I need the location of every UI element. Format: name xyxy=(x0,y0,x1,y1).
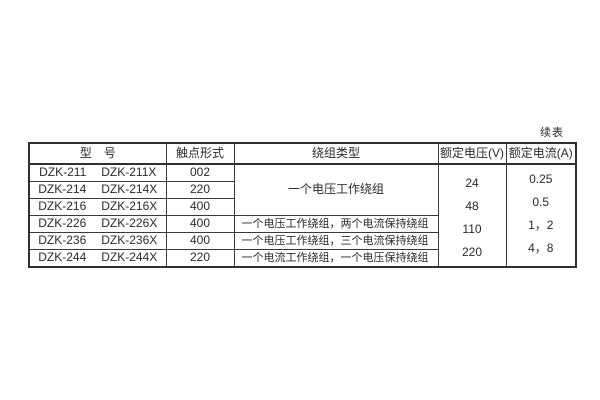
model-base: DZK-214 xyxy=(38,182,87,197)
winding-type-cell: 一个电压工作绕组，两个电流保持绕组 xyxy=(233,215,439,233)
continued-table-label: 续表 xyxy=(540,127,564,139)
header-rated-voltage: 额定电压(V) xyxy=(437,142,507,165)
contact-form-cell: 220 xyxy=(165,249,235,268)
contact-form-cell: 002 xyxy=(165,163,235,182)
model-cell: DZK-211 DZK-211X xyxy=(28,163,167,182)
voltage-value: 220 xyxy=(461,244,483,259)
current-value: 4，8 xyxy=(528,240,554,255)
model-cell: DZK-216 DZK-216X xyxy=(28,198,167,216)
model-cell: DZK-244 DZK-244X xyxy=(28,249,167,268)
current-value: 1，2 xyxy=(528,217,554,232)
winding-type-merged-cell: 一个电压工作绕组 xyxy=(233,163,439,216)
contact-form-cell: 220 xyxy=(165,181,235,199)
winding-type-cell: 一个电流工作绕组，一个电压保持绕组 xyxy=(233,249,439,268)
model-variant: DZK-211X xyxy=(101,165,157,180)
contact-form-cell: 400 xyxy=(165,215,235,233)
model-variant: DZK-216X xyxy=(101,199,158,214)
table-row: DZK-211 DZK-211X 002 一个电压工作绕组 24 48 110 … xyxy=(28,163,577,268)
model-base: DZK-211 xyxy=(39,165,87,180)
header-winding-type: 绕组类型 xyxy=(233,142,439,165)
table-row: DZK-236 DZK-236X 400 一个电压工作绕组，三个电流保持绕组 xyxy=(28,232,576,250)
model-cell: DZK-236 DZK-236X xyxy=(28,232,167,250)
table-row: DZK-216 DZK-216X 400 xyxy=(28,198,576,216)
voltage-value: 24 xyxy=(465,176,479,190)
header-contact-form: 触点形式 xyxy=(165,142,235,165)
contact-form-cell: 400 xyxy=(165,232,235,250)
winding-type-cell: 一个电压工作绕组，三个电流保持绕组 xyxy=(233,232,439,250)
model-base: DZK-244 xyxy=(38,250,87,265)
rated-current-merged-cell: 0.25 0.5 1，2 4，8 xyxy=(505,163,577,268)
model-variant: DZK-244X xyxy=(101,250,158,265)
current-value: 0.5 xyxy=(532,194,550,209)
spec-table: 型 号 触点形式 绕组类型 额定电压(V) 额定电流(A) DZK-211 DZ… xyxy=(28,142,577,268)
table-row: DZK-214 DZK-214X 220 xyxy=(28,181,576,199)
table-row: DZK-244 DZK-244X 220 一个电流工作绕组，一个电压保持绕组 xyxy=(28,249,576,268)
voltage-value: 110 xyxy=(462,221,482,236)
contact-form-cell: 400 xyxy=(165,198,235,216)
model-base: DZK-236 xyxy=(38,233,87,248)
model-base: DZK-226 xyxy=(38,216,87,231)
voltage-value: 48 xyxy=(465,198,479,213)
header-model: 型 号 xyxy=(28,142,167,165)
rated-voltage-merged-cell: 24 48 110 220 xyxy=(437,163,507,268)
model-variant: DZK-226X xyxy=(101,216,158,231)
table-header-row: 型 号 触点形式 绕组类型 额定电压(V) 额定电流(A) xyxy=(28,142,577,165)
header-rated-current: 额定电流(A) xyxy=(505,142,577,165)
model-base: DZK-216 xyxy=(38,199,87,214)
model-cell: DZK-214 DZK-214X xyxy=(28,181,167,199)
model-cell: DZK-226 DZK-226X xyxy=(28,215,167,233)
model-variant: DZK-236X xyxy=(101,233,158,248)
model-variant: DZK-214X xyxy=(101,182,158,197)
current-value: 0.25 xyxy=(529,172,553,186)
